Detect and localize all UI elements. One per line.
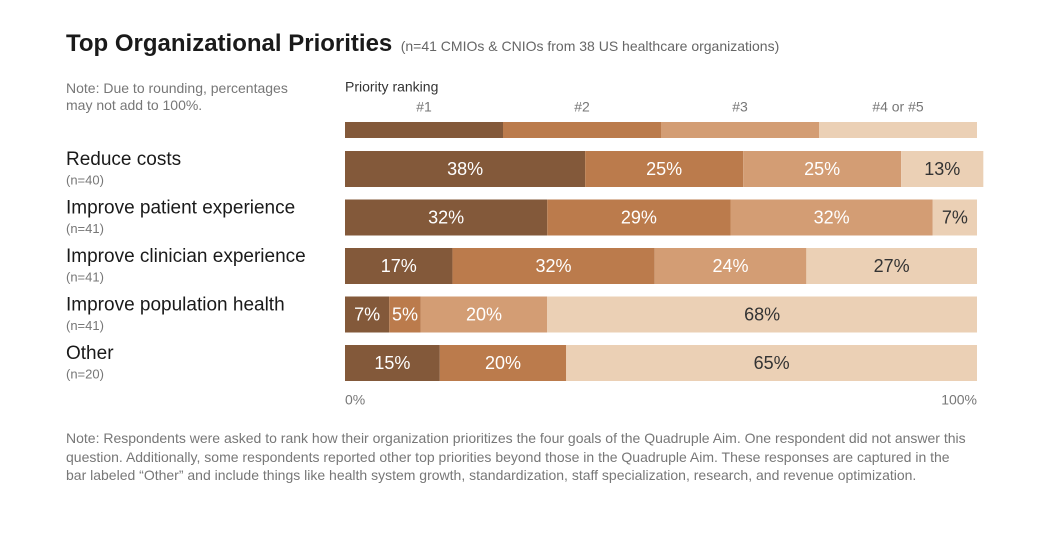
legend-swatch	[345, 122, 503, 138]
value-label: 20%	[485, 353, 521, 373]
bar-segment	[345, 345, 440, 381]
category-sublabel: (n=41)	[66, 269, 104, 284]
value-label: 17%	[381, 256, 417, 276]
category-label: Improve population health	[66, 295, 285, 316]
bar-segment	[654, 248, 807, 284]
title-block: Top Organizational Priorities (n=41 CMIO…	[66, 30, 779, 58]
bar-segment	[345, 199, 548, 236]
legend-label: #1	[416, 99, 432, 115]
category-label: Reduce costs	[66, 149, 181, 170]
bar-segment	[389, 296, 421, 333]
category-label: Other	[66, 343, 114, 364]
value-label: 25%	[804, 159, 840, 179]
value-label: 25%	[646, 159, 682, 179]
legend-label: #3	[732, 99, 748, 115]
value-label: 20%	[466, 304, 502, 324]
bar-segment	[420, 296, 548, 333]
bar-segment	[547, 199, 731, 236]
bar-segment	[566, 345, 977, 381]
x-tick-label: 0%	[345, 392, 365, 408]
value-label: 15%	[374, 353, 410, 373]
value-label: 32%	[536, 256, 572, 276]
legend-swatch	[819, 122, 977, 138]
value-label: 32%	[428, 207, 464, 227]
bar-segment	[730, 199, 933, 236]
chart-title: Top Organizational Priorities	[66, 30, 393, 57]
value-label: 32%	[814, 207, 850, 227]
category-sublabel: (n=40)	[66, 172, 104, 187]
legend-swatch	[661, 122, 819, 138]
value-label: 7%	[942, 207, 968, 227]
bar-segment	[345, 151, 586, 187]
legend-label: #2	[574, 99, 590, 115]
category-label: Improve clinician experience	[66, 246, 306, 267]
category-sublabel: (n=41)	[66, 318, 104, 333]
bar-segment	[439, 345, 567, 381]
bar-segment	[806, 248, 977, 284]
rounding-note: Note: Due to rounding, percentages may n…	[66, 80, 288, 113]
value-label: 68%	[744, 304, 780, 324]
value-label: 24%	[713, 256, 749, 276]
bar-segment	[901, 151, 984, 187]
value-label: 13%	[924, 159, 960, 179]
bar-segment	[547, 296, 977, 333]
bar-segment	[345, 248, 453, 284]
chart-subtitle: (n=41 CMIOs & CNIOs from 38 US healthcar…	[400, 38, 780, 54]
bar-segment	[932, 199, 977, 236]
legend-title: Priority ranking	[345, 79, 438, 95]
bar-segment	[452, 248, 655, 284]
bar-segment	[585, 151, 744, 187]
value-label: 29%	[621, 207, 657, 227]
bar-segment	[345, 296, 390, 333]
category-label: Improve patient experience	[66, 198, 295, 219]
legend-swatch	[503, 122, 661, 138]
category-sublabel: (n=41)	[66, 221, 104, 236]
value-label: 27%	[874, 256, 910, 276]
value-label: 38%	[447, 159, 483, 179]
value-label: 5%	[392, 304, 418, 324]
legend-label: #4 or #5	[872, 99, 924, 115]
category-sublabel: (n=20)	[66, 366, 104, 381]
value-label: 7%	[354, 304, 380, 324]
footnote: Note: Respondents were asked to rank how…	[66, 430, 966, 483]
bar-segment	[743, 151, 902, 187]
x-tick-label: 100%	[941, 392, 977, 408]
value-label: 65%	[754, 353, 790, 373]
